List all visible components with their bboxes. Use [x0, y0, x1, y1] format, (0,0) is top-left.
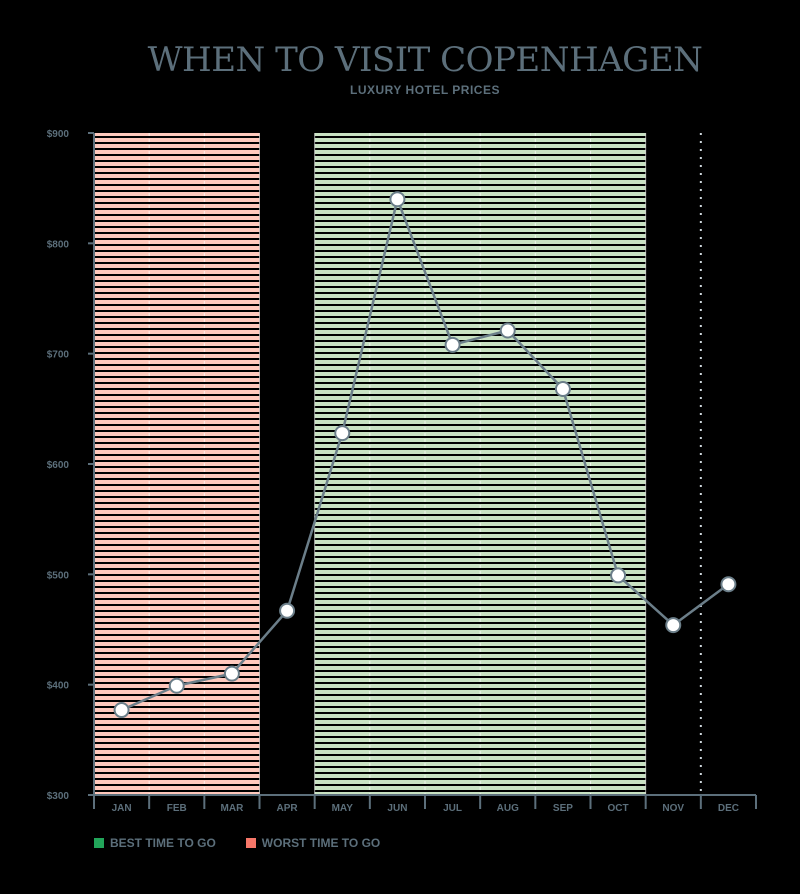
- legend-item-best: BEST TIME TO GO: [94, 836, 216, 850]
- y-tick-label: $600: [47, 460, 70, 471]
- y-tick-label: $900: [47, 129, 70, 140]
- y-tick-label: $800: [47, 239, 70, 250]
- data-point-may: [334, 425, 351, 442]
- legend-label-worst: WORST TIME TO GO: [261, 836, 381, 850]
- data-point-apr: [279, 602, 296, 619]
- data-point-sep: [554, 380, 571, 397]
- chart-subtitle: LUXURY HOTEL PRICES: [350, 83, 500, 97]
- x-tick-label: SEP: [553, 803, 573, 814]
- data-point-feb: [168, 677, 185, 694]
- x-tick-label: JAN: [112, 803, 132, 814]
- y-tick-label: $300: [47, 791, 70, 802]
- legend-item-worst: WORST TIME TO GO: [245, 836, 381, 850]
- x-tick-label: NOV: [662, 803, 684, 814]
- x-tick-label: MAY: [332, 803, 354, 814]
- y-tick-label: $400: [47, 681, 70, 692]
- data-point-jan: [113, 702, 130, 719]
- legend-label-best: BEST TIME TO GO: [110, 836, 216, 850]
- x-tick-label: AUG: [497, 803, 519, 814]
- x-tick-label: DEC: [718, 803, 739, 814]
- x-tick-label: APR: [277, 803, 299, 814]
- legend-swatch-worst: [245, 838, 256, 848]
- data-point-nov: [665, 617, 682, 634]
- x-tick-label: JUN: [387, 803, 407, 814]
- data-point-mar: [223, 665, 240, 682]
- legend-swatch-best: [94, 838, 104, 848]
- x-tick-label: FEB: [167, 803, 187, 814]
- data-point-jun: [389, 191, 406, 208]
- y-tick-label: $500: [47, 570, 70, 581]
- data-point-dec: [720, 576, 737, 593]
- legend: BEST TIME TO GO WORST TIME TO GO: [94, 836, 380, 850]
- data-point-aug: [499, 322, 516, 339]
- series-line: [121, 197, 730, 712]
- data-point-jul: [444, 336, 461, 353]
- y-tick-label: $700: [47, 350, 70, 361]
- x-tick-label: OCT: [608, 803, 629, 814]
- data-point-oct: [610, 567, 627, 584]
- x-tick-label: JUL: [443, 803, 462, 814]
- band-worst: [94, 133, 260, 795]
- x-tick-label: MAR: [221, 803, 245, 814]
- chart-title: WHEN TO VISIT COPENHAGEN: [147, 40, 703, 80]
